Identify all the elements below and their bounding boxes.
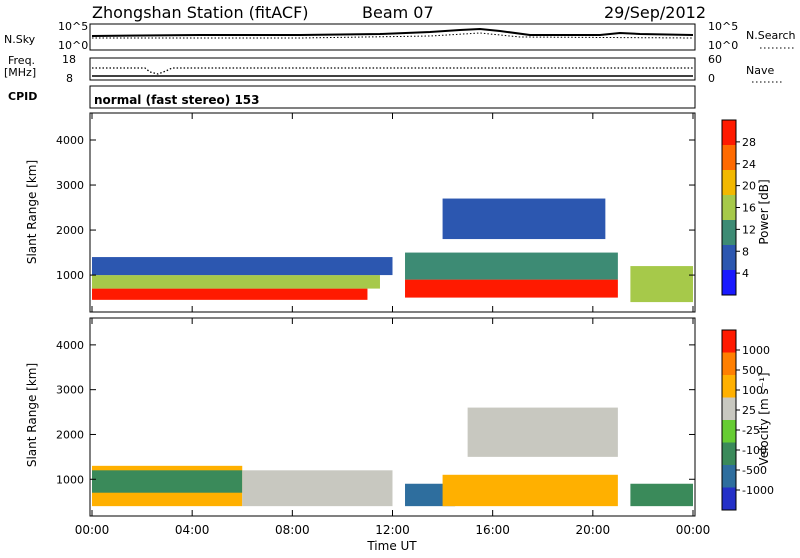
velocity-axis-ticks: 1000 2000 3000 4000 xyxy=(56,318,695,516)
nave-right-tick-top: 60 xyxy=(708,53,722,66)
power-colorbar-segment xyxy=(722,270,736,296)
noise-right-tick-top: 10^5 xyxy=(708,20,738,33)
power-colorbar-segment xyxy=(722,170,736,196)
power-data-layer xyxy=(92,198,693,303)
velocity-ytick-label: 1000 xyxy=(56,473,84,486)
noise-right-tick-bottom: 10^0 xyxy=(708,39,738,52)
velocity-colorbar-segment xyxy=(722,330,736,353)
x-tick-label: 12:00 xyxy=(375,523,410,537)
power-ytick-label: 3000 xyxy=(56,179,84,192)
velocity-panel: 1000 2000 3000 4000 Slant Range [km] xyxy=(25,317,696,517)
power-ylabel: Slant Range [km] xyxy=(25,160,39,264)
power-colorbar-segment xyxy=(722,220,736,246)
velocity-colorbar-segment xyxy=(722,397,736,421)
noise-sky-trace xyxy=(91,27,694,37)
power-colorbar-segment xyxy=(722,120,736,146)
velocity-ytick-label: 4000 xyxy=(56,339,84,352)
nave-right-tick-bottom: 0 xyxy=(708,72,715,85)
power-colorbar-label: Power [dB] xyxy=(757,179,771,244)
noise-left-tick-bottom: 10^0 xyxy=(58,39,88,52)
velocity-colorbar-tick-label: 100 xyxy=(742,384,763,397)
velocity-colorbar-segment xyxy=(722,375,736,398)
velocity-colorbar-segment xyxy=(722,442,736,466)
freq-unit-label: [MHz] xyxy=(4,66,36,79)
velocity-colorbar-label: Velocity [m s⁻¹] xyxy=(757,372,771,465)
x-tick-label: 04:00 xyxy=(175,523,210,537)
velocity-echo-region xyxy=(630,483,693,507)
power-ytick-label: 2000 xyxy=(56,224,84,237)
power-colorbar: 4 8 12 16 20 24 28 xyxy=(721,119,756,296)
velocity-data-layer xyxy=(92,407,693,507)
velocity-ylabel: Slant Range [km] xyxy=(25,363,39,467)
power-echo-region xyxy=(92,288,368,300)
power-echo-region xyxy=(405,279,618,298)
x-axis-label: Time UT xyxy=(366,539,417,553)
cpid-text: normal (fast stereo) 153 xyxy=(94,93,260,107)
x-tick-label: 08:00 xyxy=(275,523,310,537)
date-label: 29/Sep/2012 xyxy=(604,3,706,22)
velocity-echo-region xyxy=(92,470,243,493)
power-echo-region xyxy=(405,252,618,280)
nave-trace xyxy=(92,67,693,75)
velocity-ytick-label: 2000 xyxy=(56,428,84,441)
velocity-colorbar-tick-label: -1000 xyxy=(742,484,774,497)
velocity-colorbar-segment xyxy=(722,420,736,443)
noise-sky-label: N.Sky xyxy=(4,33,36,46)
power-colorbar-segment xyxy=(722,145,736,171)
noise-left-tick-top: 10^5 xyxy=(58,20,88,33)
cpid-label: CPID xyxy=(8,90,37,103)
noise-search-label: N.Search xyxy=(746,29,796,42)
velocity-echo-region xyxy=(242,470,393,507)
freq-panel: Freq. [MHz] Nave 18 8 60 0 xyxy=(4,53,784,85)
power-colorbar-tick-label: 24 xyxy=(742,158,756,171)
velocity-colorbar-tick-label: 25 xyxy=(742,404,756,417)
x-tick-label: 16:00 xyxy=(475,523,510,537)
velocity-colorbar-tick-label: -100 xyxy=(742,444,767,457)
power-colorbar-tick-label: 28 xyxy=(742,136,756,149)
nave-label: Nave xyxy=(746,64,774,77)
x-tick-label: 20:00 xyxy=(576,523,611,537)
power-axis-ticks: 1000 2000 3000 4000 xyxy=(56,113,695,312)
velocity-colorbar-segment xyxy=(722,352,736,376)
velocity-colorbar-tick-label: 1000 xyxy=(742,344,770,357)
velocity-colorbar-tick-label: 500 xyxy=(742,364,763,377)
velocity-colorbar-tick-label: -500 xyxy=(742,464,767,477)
power-colorbar-tick-label: 12 xyxy=(742,223,756,236)
freq-label: Freq. xyxy=(8,54,35,67)
noise-panel: N.Sky N.Search 10^5 10^0 10^5 10^0 xyxy=(4,20,796,52)
beam-label: Beam 07 xyxy=(362,3,434,22)
freq-left-tick-top: 18 xyxy=(62,53,76,66)
velocity-ytick-label: 3000 xyxy=(56,384,84,397)
power-colorbar-tick-label: 16 xyxy=(742,202,756,215)
velocity-colorbar-segment xyxy=(722,465,736,488)
cpid-panel: CPID normal (fast stereo) 153 xyxy=(8,85,696,109)
power-echo-region xyxy=(92,257,393,276)
power-colorbar-tick-label: 20 xyxy=(742,180,756,193)
power-colorbar-tick-label: 4 xyxy=(742,267,749,280)
velocity-echo-region xyxy=(467,407,618,457)
x-tick-label: 00:00 xyxy=(75,523,110,537)
power-colorbar-segment xyxy=(722,245,736,271)
power-colorbar-segment xyxy=(722,195,736,221)
velocity-colorbar: 1000 500 100 25 -25 -100 -500 -1000 xyxy=(721,329,774,511)
x-tick-label: 00:00 xyxy=(676,523,711,537)
velocity-colorbar-segment xyxy=(722,487,736,511)
power-ytick-label: 1000 xyxy=(56,269,84,282)
power-echo-region xyxy=(630,266,693,303)
freq-left-tick-bottom: 8 xyxy=(66,72,73,85)
velocity-colorbar-tick-label: -25 xyxy=(742,424,760,437)
velocity-echo-region xyxy=(442,474,618,507)
velocity-colorbar-frame xyxy=(721,329,737,511)
power-echo-region xyxy=(92,275,380,289)
power-ytick-label: 4000 xyxy=(56,134,84,147)
power-echo-region xyxy=(442,198,606,240)
station-title: Zhongshan Station (fitACF) xyxy=(92,3,309,22)
x-tick-labels: 00:00 04:00 08:00 12:00 16:00 20:00 00:00 xyxy=(75,523,711,537)
power-colorbar-tick-label: 8 xyxy=(742,245,749,258)
power-panel: 1000 2000 3000 4000 Slant Range [km] xyxy=(25,112,696,313)
